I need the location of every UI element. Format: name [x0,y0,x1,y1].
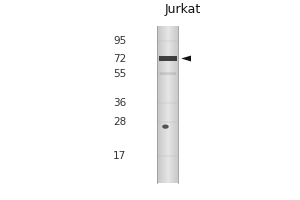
Ellipse shape [162,125,169,129]
Bar [177,26,178,183]
Bar [168,26,169,183]
Bar [173,26,174,183]
Bar [176,26,177,183]
Bar [164,26,165,183]
Text: 17: 17 [113,151,126,161]
Bar [158,26,159,183]
Bar [171,26,172,183]
Bar [165,26,166,183]
Bar [161,26,162,183]
Bar [158,26,178,183]
Text: Jurkat: Jurkat [165,3,201,16]
Text: 95: 95 [113,36,126,46]
Bar [159,56,177,61]
Text: 72: 72 [113,54,126,64]
Bar [169,26,170,183]
Bar [174,26,175,183]
Text: 28: 28 [113,117,126,127]
Bar [160,26,161,183]
Polygon shape [181,56,191,61]
Bar [162,26,163,183]
Bar [170,26,171,183]
Bar [167,26,168,183]
Bar [163,26,164,183]
Text: 55: 55 [113,69,126,79]
Bar [160,72,176,75]
Bar [172,26,173,183]
Text: 36: 36 [113,98,126,108]
Bar [159,26,160,183]
